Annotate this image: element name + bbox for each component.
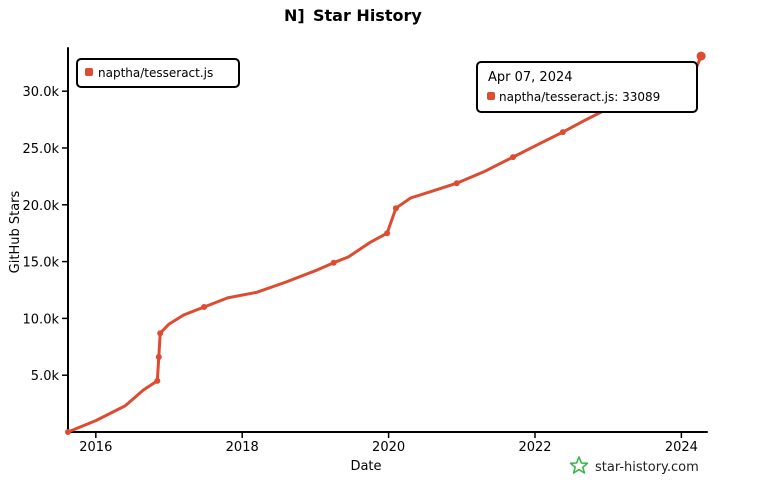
data-point (453, 180, 460, 187)
x-tick-label: 2018 (226, 440, 259, 455)
tooltip-box (476, 61, 698, 113)
data-point (330, 259, 337, 266)
x-tick-label: 2024 (665, 440, 698, 455)
data-point (201, 304, 208, 310)
tooltip-swatch (487, 92, 495, 100)
legend: naptha/tesseract.js (76, 58, 240, 88)
y-tick-label: 30.0k (23, 85, 60, 100)
tooltip-value: naptha/tesseract.js: 33089 (499, 90, 660, 104)
x-tick-label: 2020 (372, 440, 405, 455)
star-outline-icon (569, 456, 589, 474)
legend-label: naptha/tesseract.js (98, 66, 213, 80)
legend-swatch (85, 68, 93, 76)
data-point (559, 129, 566, 136)
x-tick-label: 2016 (79, 440, 112, 455)
tooltip: Apr 07, 2024 naptha/tesseract.js: 33089 (476, 61, 698, 113)
x-axis-ticks: 2016 2018 2020 2022 2024 (79, 432, 698, 455)
series-points (65, 51, 706, 435)
y-axis-title: GitHub Stars (8, 190, 23, 273)
data-point (696, 51, 706, 61)
data-point (155, 354, 162, 360)
legend-box (76, 58, 240, 88)
chart-title: Star History (313, 6, 422, 25)
y-tick-label: 5.0k (31, 369, 60, 384)
y-tick-label: 25.0k (23, 142, 60, 157)
data-point (392, 205, 399, 212)
y-tick-label: 20.0k (23, 199, 60, 214)
x-tick-label: 2022 (518, 440, 551, 455)
y-axis-ticks: 5.0k 10.0k 15.0k 20.0k 25.0k 30.0k (23, 85, 68, 384)
data-point (65, 429, 71, 435)
y-tick-label: 15.0k (23, 256, 60, 271)
star-history-logo: N] (284, 6, 305, 25)
data-point (384, 230, 391, 237)
data-point (154, 377, 161, 384)
data-point (510, 154, 516, 161)
watermark-text: star-history.com (595, 460, 699, 475)
watermark: star-history.com (569, 456, 699, 475)
data-point (157, 330, 164, 337)
y-tick-label: 10.0k (23, 312, 60, 327)
x-axis-title: Date (350, 459, 381, 474)
tooltip-date: Apr 07, 2024 (488, 70, 573, 85)
